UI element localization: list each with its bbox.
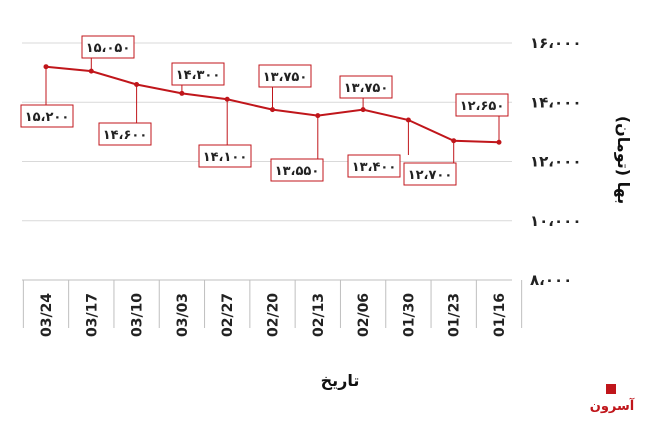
data-label-box — [198, 144, 252, 168]
data-labels: ۱۵،۲۰۰ ۱۵،۰۵۰ ۱۴،۶۰۰ ۱۴،۳۰۰ ۱۴،۱۰۰ ۱۳،۷۵۰ ۱۳،۵… — [20, 35, 509, 186]
y-axis-title: بها (تومان) — [614, 116, 633, 204]
data-label-box — [403, 162, 457, 186]
data-point — [270, 107, 275, 113]
x-tick-label: 02/06 — [356, 293, 372, 337]
x-tick-label: 02/20 — [266, 293, 282, 337]
y-tick-label: ۱۶،۰۰۰ — [530, 34, 581, 52]
data-label-box — [81, 35, 135, 59]
data-point — [451, 138, 457, 144]
x-tick-label: 02/27 — [220, 293, 236, 337]
data-point — [179, 90, 185, 96]
logo-text: آسرون — [590, 397, 635, 414]
data-label: ۱۵،۰۵۰ — [86, 41, 131, 56]
brand-logo: آسرون — [590, 384, 635, 414]
logo-mark-icon — [606, 384, 616, 394]
data-label: ۱۳،۴۰۰ — [352, 160, 397, 175]
data-label-box — [20, 104, 74, 128]
data-label: ۱۴،۳۰۰ — [176, 68, 221, 83]
data-label-box — [171, 62, 225, 86]
data-point — [405, 117, 411, 123]
data-point — [134, 81, 140, 87]
data-label: ۱۳،۷۵۰ — [344, 81, 389, 96]
x-tick-label: 03/24 — [39, 293, 55, 337]
data-point — [315, 113, 321, 119]
data-point — [360, 107, 366, 113]
grid-lines — [22, 42, 523, 328]
data-point — [43, 64, 49, 70]
y-tick-label: ۱۲،۰۰۰ — [530, 153, 581, 171]
data-label: ۱۴،۱۰۰ — [203, 150, 248, 165]
data-point — [496, 139, 502, 145]
data-label-box — [98, 122, 152, 146]
x-tick-labels: 03/24 03/17 03/10 03/03 02/27 02/20 02/13 02/06… — [39, 293, 508, 337]
data-point — [224, 96, 230, 102]
y-tick-label: ۱۴،۰۰۰ — [530, 93, 581, 111]
data-label: ۱۵،۲۰۰ — [25, 110, 70, 125]
data-label-box — [258, 64, 312, 88]
x-tick-label: 03/10 — [130, 293, 146, 337]
x-tick-label: 01/30 — [401, 293, 417, 337]
data-label-box — [270, 158, 324, 182]
label-leader-lines — [45, 58, 500, 163]
x-tick-label: 02/13 — [311, 293, 327, 337]
x-tick-label: 01/16 — [492, 293, 508, 337]
data-label: ۱۳،۵۵۰ — [275, 164, 320, 179]
y-tick-label: ۸،۰۰۰ — [530, 271, 572, 289]
data-label: ۱۳،۷۵۰ — [263, 70, 308, 85]
data-label: ۱۲،۶۵۰ — [460, 99, 505, 114]
data-label-box — [347, 154, 401, 178]
x-tick-label: 01/23 — [447, 293, 463, 337]
data-label: ۱۴،۶۰۰ — [103, 128, 148, 143]
y-tick-label: ۱۰،۰۰۰ — [530, 212, 581, 230]
data-label: ۱۲،۷۰۰ — [408, 168, 453, 183]
data-label-box — [339, 75, 393, 99]
data-point — [88, 68, 94, 74]
data-points — [43, 64, 502, 145]
x-axis-title: تاریخ — [321, 371, 360, 390]
x-tick-label: 03/17 — [84, 293, 100, 337]
y-tick-labels: ۸،۰۰۰ ۱۰،۰۰۰ ۱۲،۰۰۰ ۱۴،۰۰۰ ۱۶،۰۰۰ — [530, 34, 581, 289]
data-label-box — [455, 93, 509, 117]
x-tick-label: 03/03 — [175, 293, 191, 337]
